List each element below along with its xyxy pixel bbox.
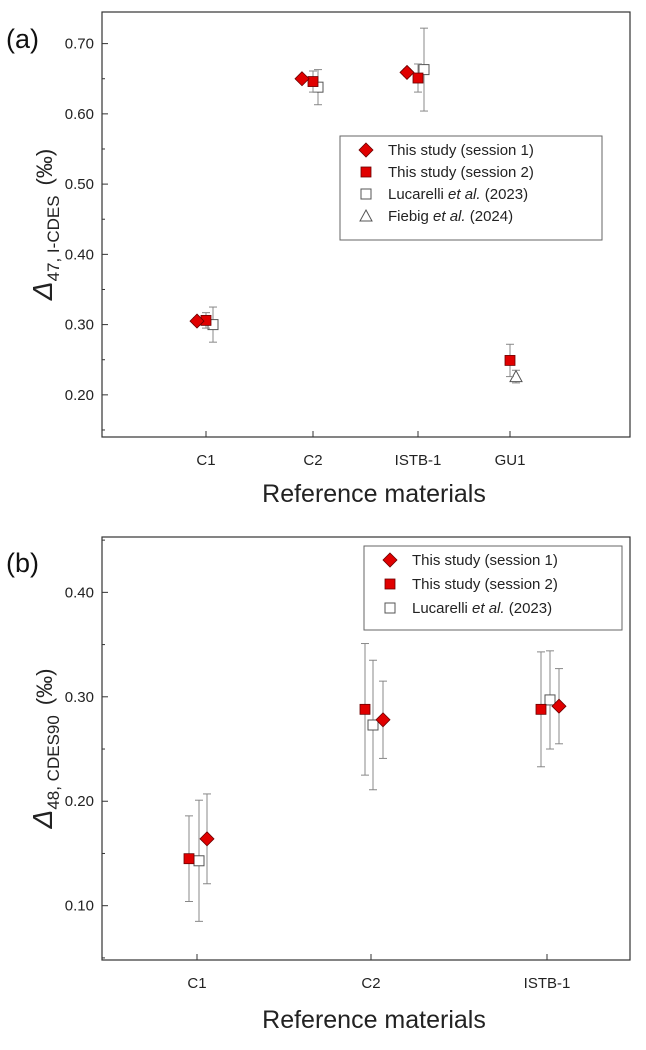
legend: This study (session 1) This study (sessio…	[363, 545, 623, 631]
legend-entry-etal: et al.	[433, 208, 466, 225]
legend-marker	[359, 208, 373, 222]
data-point	[504, 355, 516, 366]
legend-entry: This study (session 2)	[412, 576, 558, 593]
y-axis-title: Δ48, CDES90 (‰)	[27, 669, 63, 830]
panel-label: (b)	[6, 548, 39, 578]
y-axis-subscript: 47, I-CDES	[44, 195, 63, 281]
data-point	[535, 703, 547, 715]
legend-entry-author: Lucarelli	[412, 600, 472, 617]
panel-b: 0.10 0.20 0.30 0.40 C1 C2 ISTB-1 Reference mate…	[6, 536, 631, 1034]
panel-label: (a)	[6, 24, 39, 54]
y-axis-unit: (‰)	[32, 669, 57, 706]
y-axis-symbol: Δ	[27, 810, 58, 830]
series-3	[509, 369, 523, 384]
series-1	[183, 643, 547, 903]
y-tick-label: 0.50	[65, 176, 94, 193]
y-tick-label: 0.30	[65, 689, 94, 706]
data-point	[307, 76, 319, 87]
legend-entry: Fiebig et al. (2024)	[388, 208, 513, 225]
y-tick-label: 0.60	[65, 106, 94, 123]
legend-entry-etal: et al.	[448, 186, 481, 203]
data-point	[359, 703, 371, 715]
x-tick-label: GU1	[495, 452, 526, 469]
data-point	[551, 698, 567, 714]
data-point	[183, 853, 195, 865]
data-point	[412, 72, 424, 84]
series-2	[193, 650, 556, 922]
series-1	[200, 63, 516, 378]
plot-frame	[101, 536, 631, 961]
y-axis-symbol: Δ	[27, 281, 58, 301]
legend-entry-author: Lucarelli	[388, 186, 448, 203]
legend-entry-year: (2023)	[481, 186, 529, 203]
y-tick-label: 0.70	[65, 36, 94, 53]
x-tick-label: C2	[303, 452, 322, 469]
legend-entry: This study (session 2)	[388, 164, 534, 181]
y-tick-label: 0.40	[65, 584, 94, 601]
data-point	[189, 313, 205, 329]
y-tick-label: 0.10	[65, 898, 94, 915]
legend-box	[339, 135, 603, 241]
data-point	[199, 831, 215, 847]
x-tick-label: C1	[196, 452, 215, 469]
data-point	[193, 855, 205, 867]
legend-marker	[384, 578, 396, 590]
y-tick-label: 0.30	[65, 317, 94, 334]
legend-entry-year: (2023)	[505, 600, 553, 617]
legend-marker	[360, 166, 372, 178]
y-axis-title: Δ47, I-CDES (‰)	[27, 149, 63, 301]
series-0	[199, 668, 567, 885]
y-axis-subscript: 48, CDES90	[44, 715, 63, 810]
legend-entry: This study (session 1)	[388, 142, 534, 159]
legend-entry-etal: et al.	[472, 600, 505, 617]
x-axis-title: Reference materials	[262, 1006, 486, 1034]
y-axis-unit: (‰)	[32, 149, 57, 186]
x-tick-label: ISTB-1	[395, 452, 442, 469]
x-tick-label: ISTB-1	[524, 975, 571, 992]
legend-entry: Lucarelli et al. (2023)	[412, 600, 552, 617]
series-0	[189, 64, 415, 329]
data-point	[399, 64, 415, 80]
y-tick-label: 0.20	[65, 793, 94, 810]
x-tick-label: C2	[361, 975, 380, 992]
data-point	[544, 694, 556, 706]
panel-a: 0.20 0.30 0.40 0.50 0.60 0.70 C1 C2 ISTB-1 GU1 Ref…	[6, 11, 631, 508]
data-point	[418, 64, 430, 76]
data-point	[367, 719, 379, 731]
y-tick-label: 0.40	[65, 246, 94, 263]
legend-box	[363, 545, 623, 631]
legend-marker	[358, 142, 374, 158]
legend-entry: This study (session 1)	[412, 552, 558, 569]
legend-marker	[382, 552, 398, 568]
legend-entry-year: (2024)	[466, 208, 514, 225]
plot-frame	[101, 11, 631, 438]
legend-marker	[360, 188, 372, 200]
legend: This study (session 1) This study (sessio…	[339, 135, 603, 241]
legend-entry: Lucarelli et al. (2023)	[388, 186, 528, 203]
legend-entry-author: Fiebig	[388, 208, 433, 225]
x-axis-title: Reference materials	[262, 480, 486, 508]
y-tick-label: 0.20	[65, 387, 94, 404]
legend-marker	[384, 602, 396, 614]
x-tick-label: C1	[187, 975, 206, 992]
data-point	[294, 71, 310, 87]
data-point	[375, 712, 391, 728]
